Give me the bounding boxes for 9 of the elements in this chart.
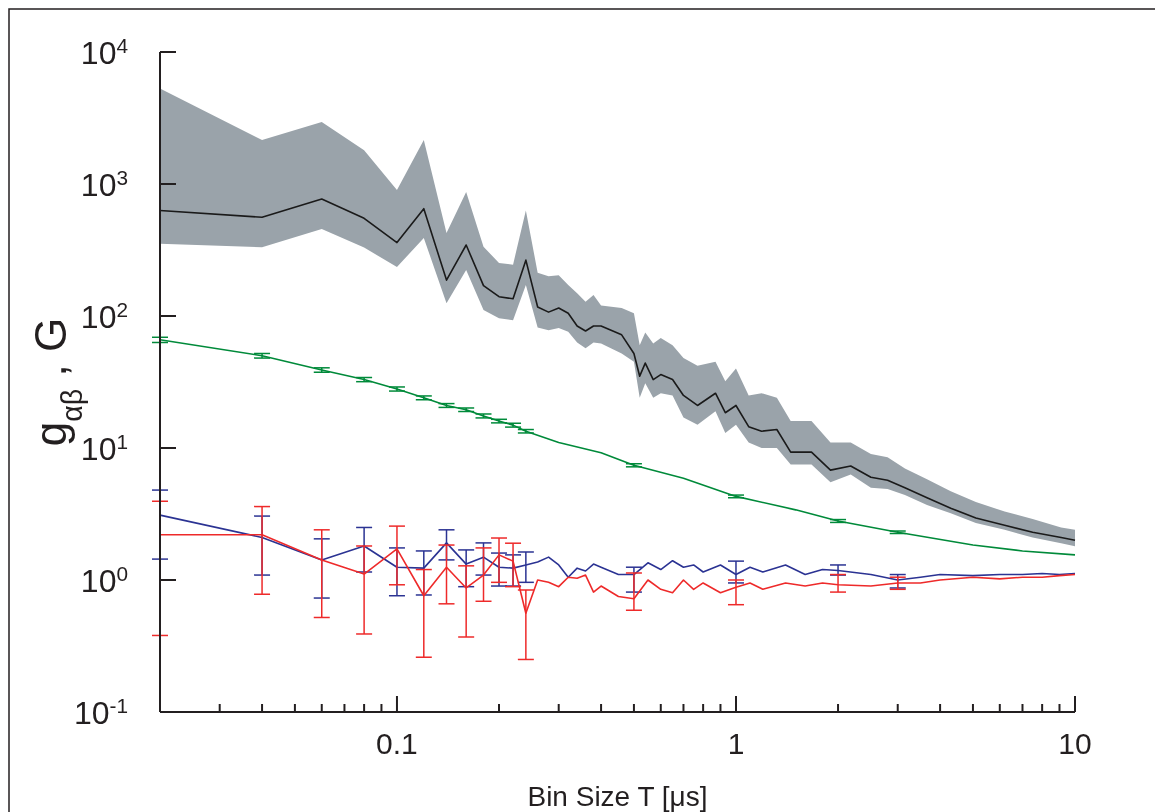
y-tick-label: 10$^{4}$ xyxy=(80,33,128,71)
x-tick-label: 10 xyxy=(1058,727,1092,760)
y-tick-label: 10$^{0}$ xyxy=(80,561,128,599)
x-axis-title: Bin Size T [μs] xyxy=(527,781,708,812)
y-tick-label: 10$^{-1}$ xyxy=(73,693,128,731)
x-tick-label: 1 xyxy=(727,727,745,760)
y-tick-label: 10$^{2}$ xyxy=(80,297,128,335)
x-tick-label: 0.1 xyxy=(376,727,418,760)
y-tick-label: 10$^{3}$ xyxy=(80,165,128,203)
